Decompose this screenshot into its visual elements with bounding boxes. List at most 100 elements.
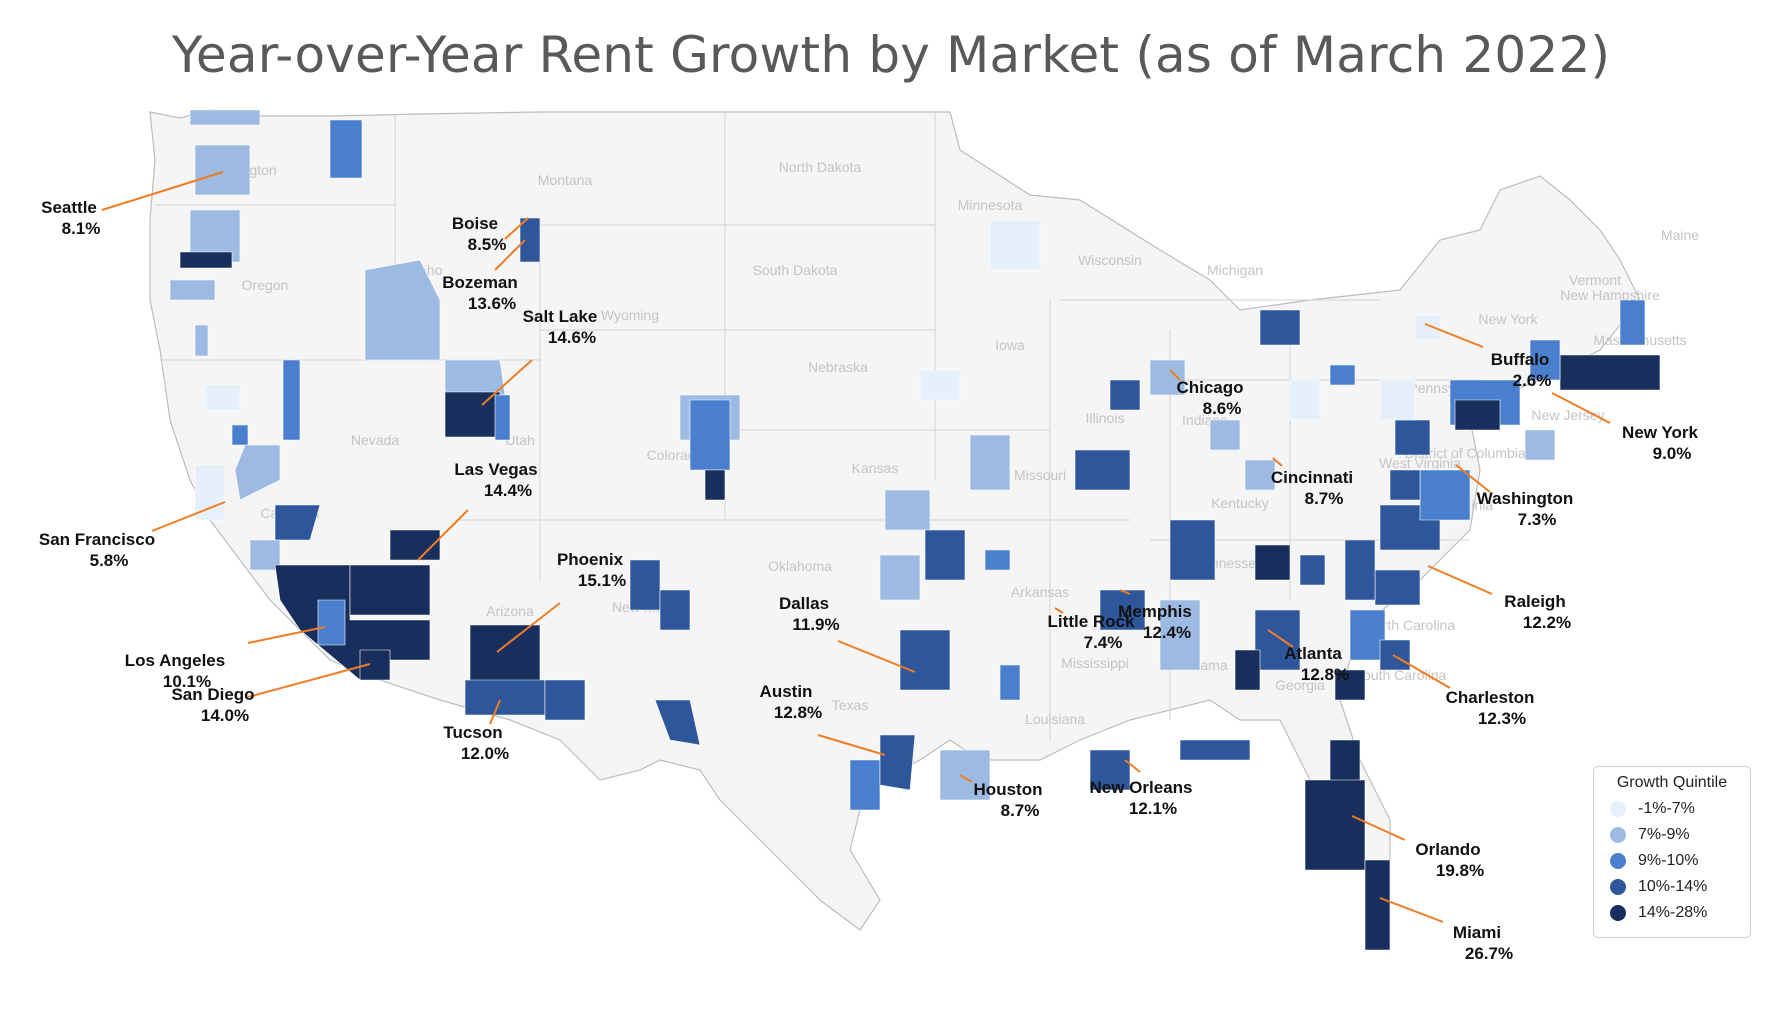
- market-region: [884, 489, 931, 531]
- legend: Growth Quintile -1%-7% 7%-9% 9%-10% 10%-14%…: [1593, 766, 1751, 938]
- market-region: [544, 679, 586, 721]
- market-region: [494, 394, 511, 441]
- legend-label: 14%-28%: [1638, 904, 1708, 921]
- market-region: [389, 529, 441, 561]
- market-region: [194, 464, 226, 521]
- state-label: Missouri: [1014, 467, 1066, 483]
- market-name: New Orleans: [1090, 778, 1193, 797]
- market-value: 8.7%: [1305, 489, 1344, 508]
- state-label: Vermont: [1569, 272, 1621, 288]
- market-region: [1419, 469, 1471, 521]
- market-region: [194, 144, 251, 196]
- leader-lines: [101, 171, 1611, 923]
- market-name: Bozeman: [442, 273, 518, 292]
- market-value: 9.0%: [1653, 444, 1692, 463]
- market-label: Atlanta 12.8%: [1284, 644, 1349, 684]
- market-region: [924, 529, 966, 581]
- market-region: [444, 359, 506, 396]
- market-region: [1074, 449, 1131, 491]
- legend-item: -1%-7%: [1594, 796, 1750, 822]
- leader-line: [1392, 654, 1451, 689]
- market-name: Raleigh: [1504, 592, 1565, 611]
- state-label: West Virginia: [1379, 455, 1461, 471]
- market-name: Charleston: [1446, 688, 1535, 707]
- state-label: Wyoming: [601, 307, 659, 323]
- market-region: [169, 279, 216, 301]
- legend-label: 10%-14%: [1638, 878, 1708, 895]
- leader-line: [1427, 565, 1493, 595]
- state-label: Iowa: [995, 337, 1025, 353]
- market-region: [989, 219, 1041, 271]
- market-label: New Orleans 12.1%: [1090, 778, 1193, 818]
- market-label: Washington 7.3%: [1477, 489, 1574, 529]
- leader-line: [504, 217, 529, 240]
- market-name: Seattle: [41, 198, 97, 217]
- state-label: Nebraska: [808, 359, 868, 375]
- state-label: Illinois: [1086, 410, 1125, 426]
- page-title: Year-over-Year Rent Growth by Market (as…: [171, 26, 1611, 84]
- market-region: [1619, 299, 1646, 346]
- market-region: [317, 599, 346, 646]
- leader-line: [1169, 369, 1181, 381]
- legend-swatch: [1610, 853, 1626, 869]
- market-name: Phoenix: [557, 550, 624, 569]
- legend-swatch: [1610, 905, 1626, 921]
- state-label: Arkansas: [1011, 584, 1069, 600]
- leader-line: [417, 509, 469, 561]
- state-label: Wisconsin: [1078, 252, 1142, 268]
- market-region: [234, 444, 281, 501]
- market-label: Chicago 8.6%: [1176, 378, 1243, 418]
- market-name: Orlando: [1415, 840, 1480, 859]
- legend-swatch: [1610, 879, 1626, 895]
- leader-line: [1124, 759, 1141, 773]
- leader-line: [1272, 457, 1283, 467]
- market-region: [1394, 419, 1431, 456]
- state-label: Montana: [538, 172, 593, 188]
- market-label: Las Vegas 14.4%: [454, 460, 537, 500]
- market-region: [1304, 779, 1366, 871]
- market-value: 12.3%: [1478, 709, 1526, 728]
- market-label: Raleigh 12.2%: [1504, 592, 1571, 632]
- market-region: [879, 734, 916, 791]
- state-label: South Dakota: [753, 262, 838, 278]
- market-region: [1149, 359, 1186, 396]
- market-name: Buffalo: [1491, 350, 1550, 369]
- leader-line: [1119, 589, 1131, 595]
- market-label: Memphis 12.4%: [1118, 602, 1192, 642]
- leader-line: [481, 359, 533, 406]
- market-label: San Diego 14.0%: [171, 685, 254, 725]
- market-name: Miami: [1453, 923, 1501, 942]
- state-label: New Hampshire: [1560, 287, 1660, 303]
- legend-item: 7%-9%: [1594, 822, 1750, 848]
- market-label: Buffalo 2.6%: [1491, 350, 1552, 390]
- market-region: [984, 549, 1011, 571]
- market-region: [189, 209, 241, 263]
- market-value: 8.1%: [62, 219, 101, 238]
- market-region: [519, 217, 541, 263]
- market-value: 26.7%: [1465, 944, 1513, 963]
- market-value: 8.7%: [1001, 801, 1040, 820]
- market-region: [1414, 314, 1441, 341]
- market-region: [899, 629, 951, 691]
- state-label: Mississippi: [1061, 655, 1129, 671]
- leader-line: [1455, 464, 1491, 493]
- market-label: Orlando 19.8%: [1415, 840, 1484, 880]
- leader-line: [489, 699, 501, 725]
- market-value: 12.8%: [1301, 665, 1349, 684]
- legend-rows: -1%-7% 7%-9% 9%-10% 10%-14% 14%-28%: [1594, 796, 1750, 926]
- market-label: Seattle 8.1%: [41, 198, 100, 238]
- state-label: Colorado: [647, 447, 704, 463]
- market-name: Little Rock: [1048, 612, 1135, 631]
- market-name: Tucson: [443, 723, 502, 742]
- market-label: San Francisco 5.8%: [39, 530, 155, 570]
- state-label: North Carolina: [1365, 617, 1455, 633]
- market-name: New York: [1622, 423, 1698, 442]
- market-region: [1254, 544, 1291, 581]
- market-region: [1209, 419, 1241, 451]
- market-region: [704, 469, 726, 501]
- leader-line: [1267, 629, 1294, 648]
- market-name: Boise: [452, 214, 498, 233]
- state-label: Kansas: [852, 460, 899, 476]
- market-region: [1259, 309, 1301, 346]
